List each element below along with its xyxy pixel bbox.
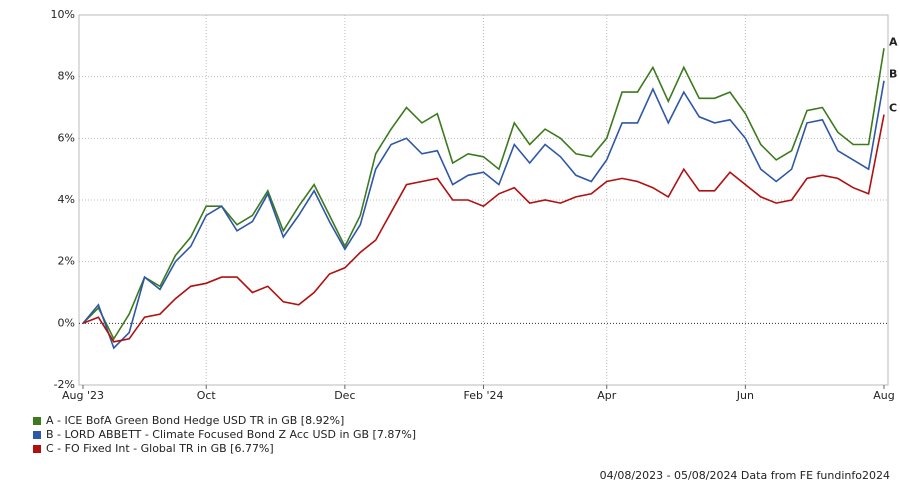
x-tick-label: Feb '24 [464, 389, 504, 402]
legend-entry: B - LORD ABBETT - Climate Focused Bond Z… [46, 428, 416, 441]
legend-swatch [33, 417, 41, 425]
x-tick-label: Aug '23 [62, 389, 104, 402]
x-tick-label: Apr [597, 389, 617, 402]
series-line [82, 48, 885, 341]
footer: 04/08/2023 - 05/08/2024 Data from FE fun… [600, 469, 890, 482]
x-tick-label: Jun [736, 389, 754, 402]
y-tick-label: 6% [58, 131, 75, 144]
x-tick-label: Oct [197, 389, 217, 402]
y-tick-label: 2% [58, 255, 75, 268]
series-line [82, 80, 885, 350]
legend-swatch [33, 445, 41, 453]
y-tick-label: 4% [58, 193, 75, 206]
series-line [82, 114, 885, 343]
end-label: A [889, 35, 898, 48]
y-tick-label: 8% [58, 70, 75, 83]
y-tick-label: 10% [51, 8, 75, 21]
x-tick-label: Aug [873, 389, 894, 402]
y-tick-label: -2% [54, 378, 75, 391]
legend-entry: A - ICE BofA Green Bond Hedge USD TR in … [46, 414, 344, 427]
end-label: C [889, 102, 897, 115]
legend-entry: C - FO Fixed Int - Global TR in GB [6.77… [46, 442, 274, 455]
end-label: B [889, 68, 897, 81]
y-tick-label: 0% [58, 316, 75, 329]
x-tick-label: Dec [334, 389, 355, 402]
legend-swatch [33, 431, 41, 439]
